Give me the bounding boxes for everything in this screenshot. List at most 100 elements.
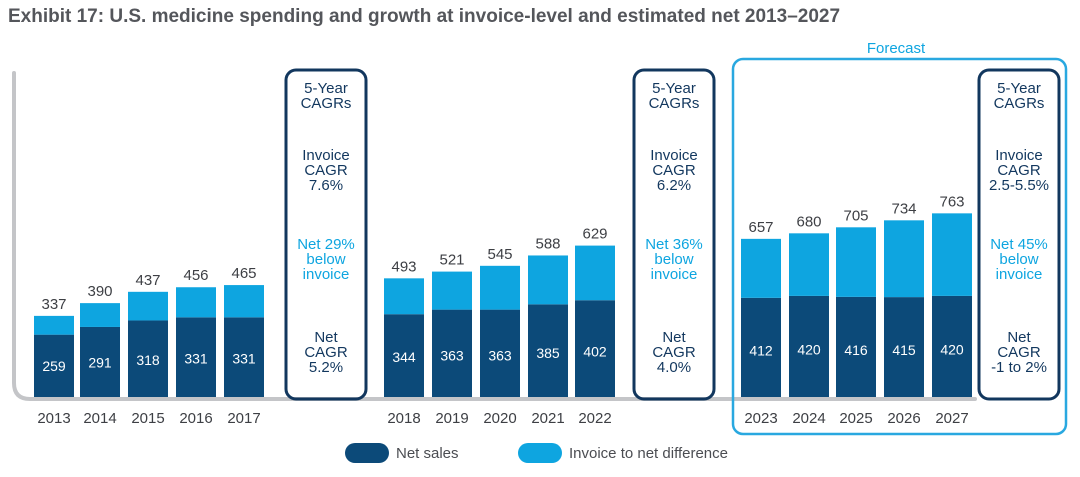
year-label-2022: 2022	[578, 410, 611, 427]
total-label-2021: 588	[535, 235, 560, 252]
bar-net-2016	[176, 317, 216, 397]
cagr-1-invoice-line-3: 7.6%	[309, 177, 343, 194]
cagr-1-net-cagr-line-1: Net	[314, 329, 338, 346]
cagr-2-net-below-line-3: invoice	[651, 266, 698, 283]
bar-diff-2019	[432, 271, 472, 310]
legend-label-invoice-diff: Invoice to net difference	[569, 445, 728, 462]
axis-frame	[12, 71, 977, 401]
year-label-2018: 2018	[387, 410, 420, 427]
cagr-3-invoice-line-2: CAGR	[997, 162, 1041, 179]
year-label-2021: 2021	[531, 410, 564, 427]
cagr-1-net-below-line-3: invoice	[303, 266, 350, 283]
labels-layer: 337 259 2013 390 291 2014 437 318 2015 456 331 2016…	[37, 193, 968, 427]
forecast-label: Forecast	[867, 40, 926, 57]
bar-net-2014	[80, 326, 120, 397]
cagr-1-header-line-1: 5-Year	[304, 80, 348, 97]
bar-diff-2015	[128, 291, 168, 321]
total-label-2024: 680	[796, 213, 821, 230]
bar-diff-2013	[34, 315, 74, 335]
year-label-2017: 2017	[227, 410, 260, 427]
year-label-2013: 2013	[37, 410, 70, 427]
bar-net-2026	[884, 297, 924, 397]
year-label-2023: 2023	[744, 410, 777, 427]
cagr-3-invoice-line-1: Invoice	[995, 147, 1043, 164]
cagr-box-2	[632, 68, 716, 401]
cagr-2-net-cagr-line-1: Net	[662, 329, 686, 346]
bar-diff-2017	[224, 285, 264, 318]
year-label-2015: 2015	[131, 410, 164, 427]
total-label-2020: 545	[487, 246, 512, 263]
year-label-2020: 2020	[483, 410, 516, 427]
year-label-2025: 2025	[839, 410, 872, 427]
net-label-2026: 415	[892, 342, 916, 358]
cagr-2-net-below-line-2: below	[654, 251, 693, 268]
bar-diff-2020	[480, 265, 520, 310]
bar-net-2022	[575, 300, 615, 397]
cagr-3-invoice-line-3: 2.5-5.5%	[989, 177, 1049, 194]
cagr-3-net-below-line-3: invoice	[996, 266, 1043, 283]
net-label-2019: 363	[440, 347, 464, 363]
cagr-1-net-below-line-1: Net 29%	[297, 236, 355, 253]
cagr-box-1	[284, 68, 368, 401]
chart-title: Exhibit 17: U.S. medicine spending and g…	[8, 6, 840, 27]
cagr-1-invoice-line-1: Invoice	[302, 147, 350, 164]
bar-diff-2022	[575, 245, 615, 301]
bar-net-2018	[384, 314, 424, 397]
year-label-2019: 2019	[435, 410, 468, 427]
cagr-2-invoice-line-2: CAGR	[652, 162, 696, 179]
total-label-2023: 657	[748, 219, 773, 236]
cagr-2-invoice-line-3: 6.2%	[657, 177, 691, 194]
year-label-2027: 2027	[935, 410, 968, 427]
bar-diff-2024	[789, 233, 829, 296]
total-label-2014: 390	[87, 283, 112, 300]
total-label-2019: 521	[439, 252, 464, 269]
year-label-2016: 2016	[179, 410, 212, 427]
total-label-2017: 465	[231, 265, 256, 282]
total-label-2026: 734	[891, 200, 916, 217]
cagr-2-header-line-1: 5-Year	[652, 80, 696, 97]
bar-net-2017	[224, 317, 264, 397]
bar-diff-2026	[884, 220, 924, 298]
cagr-3-net-cagr-line-3: -1 to 2%	[991, 359, 1047, 376]
cagr-2-header-line-2: CAGRs	[649, 95, 700, 112]
bar-net-2020	[480, 309, 520, 397]
bar-net-2013	[34, 334, 74, 397]
total-label-2018: 493	[391, 258, 416, 275]
bar-diff-2016	[176, 287, 216, 318]
bar-net-2027	[932, 295, 972, 397]
net-label-2016: 331	[184, 351, 208, 367]
bar-net-2023	[741, 297, 781, 397]
bar-net-2024	[789, 295, 829, 397]
bar-net-2015	[128, 320, 168, 397]
net-label-2018: 344	[392, 349, 416, 365]
net-label-2017: 331	[232, 351, 256, 367]
legend-swatch-invoice-diff	[518, 443, 562, 463]
legend-swatch-net-sales	[345, 443, 389, 463]
bar-diff-2014	[80, 303, 120, 327]
bar-diff-2021	[528, 255, 568, 305]
bar-diff-2023	[741, 238, 781, 298]
net-label-2014: 291	[88, 355, 112, 371]
total-label-2015: 437	[135, 272, 160, 289]
legend: Net sales Invoice to net difference	[345, 443, 728, 463]
cagr-1-net-cagr-line-3: 5.2%	[309, 359, 343, 376]
bar-diff-2025	[836, 227, 876, 297]
total-label-2025: 705	[843, 207, 868, 224]
net-label-2021: 385	[536, 345, 560, 361]
total-label-2016: 456	[183, 267, 208, 284]
net-label-2015: 318	[136, 352, 160, 368]
legend-label-net-sales: Net sales	[396, 445, 459, 462]
total-label-2027: 763	[939, 193, 964, 210]
net-label-2023: 412	[749, 342, 773, 358]
bar-diff-2027	[932, 213, 972, 296]
cagr-box-3	[977, 68, 1061, 401]
cagr-3-net-cagr-line-1: Net	[1007, 329, 1031, 346]
cagr-2-net-cagr-line-3: 4.0%	[657, 359, 691, 376]
net-label-2025: 416	[844, 342, 868, 358]
year-label-2014: 2014	[83, 410, 116, 427]
bar-net-2025	[836, 296, 876, 397]
total-label-2022: 629	[582, 226, 607, 243]
bar-diff-2018	[384, 278, 424, 315]
